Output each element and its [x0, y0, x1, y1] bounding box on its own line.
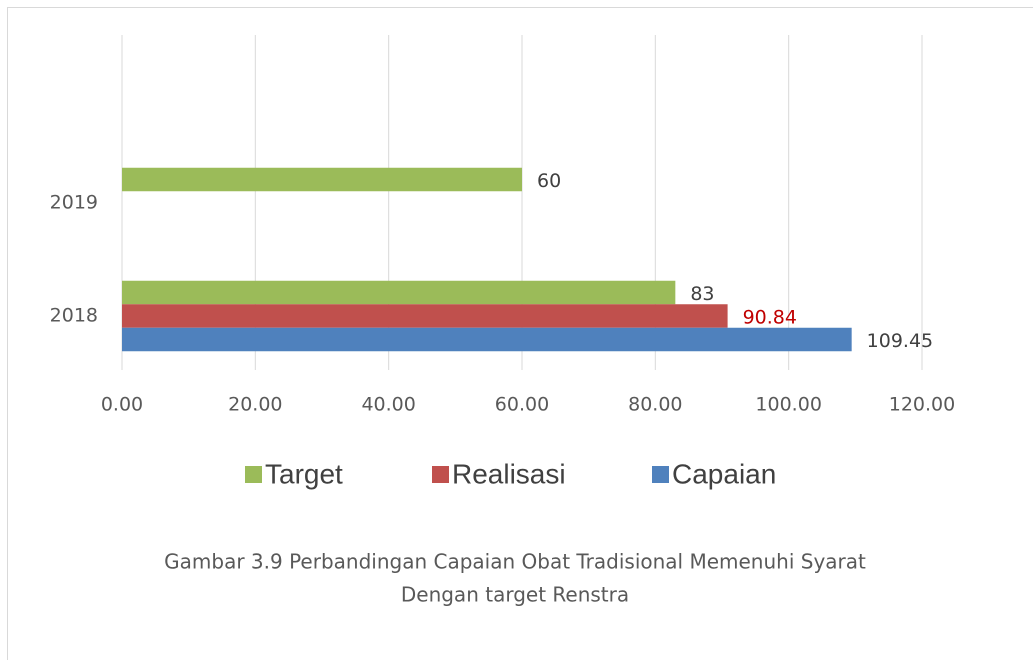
bar: [122, 167, 522, 192]
legend-swatch: [245, 466, 262, 483]
legend-swatch: [652, 466, 669, 483]
data-label: 90.84: [743, 307, 797, 329]
data-label: 83: [690, 283, 714, 305]
frame: [7, 7, 1033, 660]
legend-swatch: [432, 466, 449, 483]
caption: Dengan target Renstra: [401, 583, 629, 607]
data-label: 60: [537, 170, 561, 192]
x-tick-label: 40.00: [361, 394, 415, 416]
bar: [122, 304, 728, 328]
bar: [122, 327, 852, 352]
x-tick-label: 80.00: [628, 394, 682, 416]
data-label: 109.45: [867, 330, 933, 352]
legend-label: Capaian: [672, 458, 776, 489]
x-tick-label: 0.00: [101, 394, 143, 416]
x-tick-label: 100.00: [755, 394, 821, 416]
y-tick-label: 2019: [50, 192, 98, 214]
x-tick-label: 60.00: [495, 394, 549, 416]
legend-label: Target: [265, 458, 343, 489]
legend-label: Realisasi: [452, 458, 566, 489]
y-tick-label: 2018: [50, 305, 98, 327]
x-tick-label: 20.00: [228, 394, 282, 416]
caption: Gambar 3.9 Perbandingan Capaian Obat Tra…: [164, 550, 866, 574]
x-tick-label: 120.00: [889, 394, 955, 416]
bar: [122, 280, 676, 305]
